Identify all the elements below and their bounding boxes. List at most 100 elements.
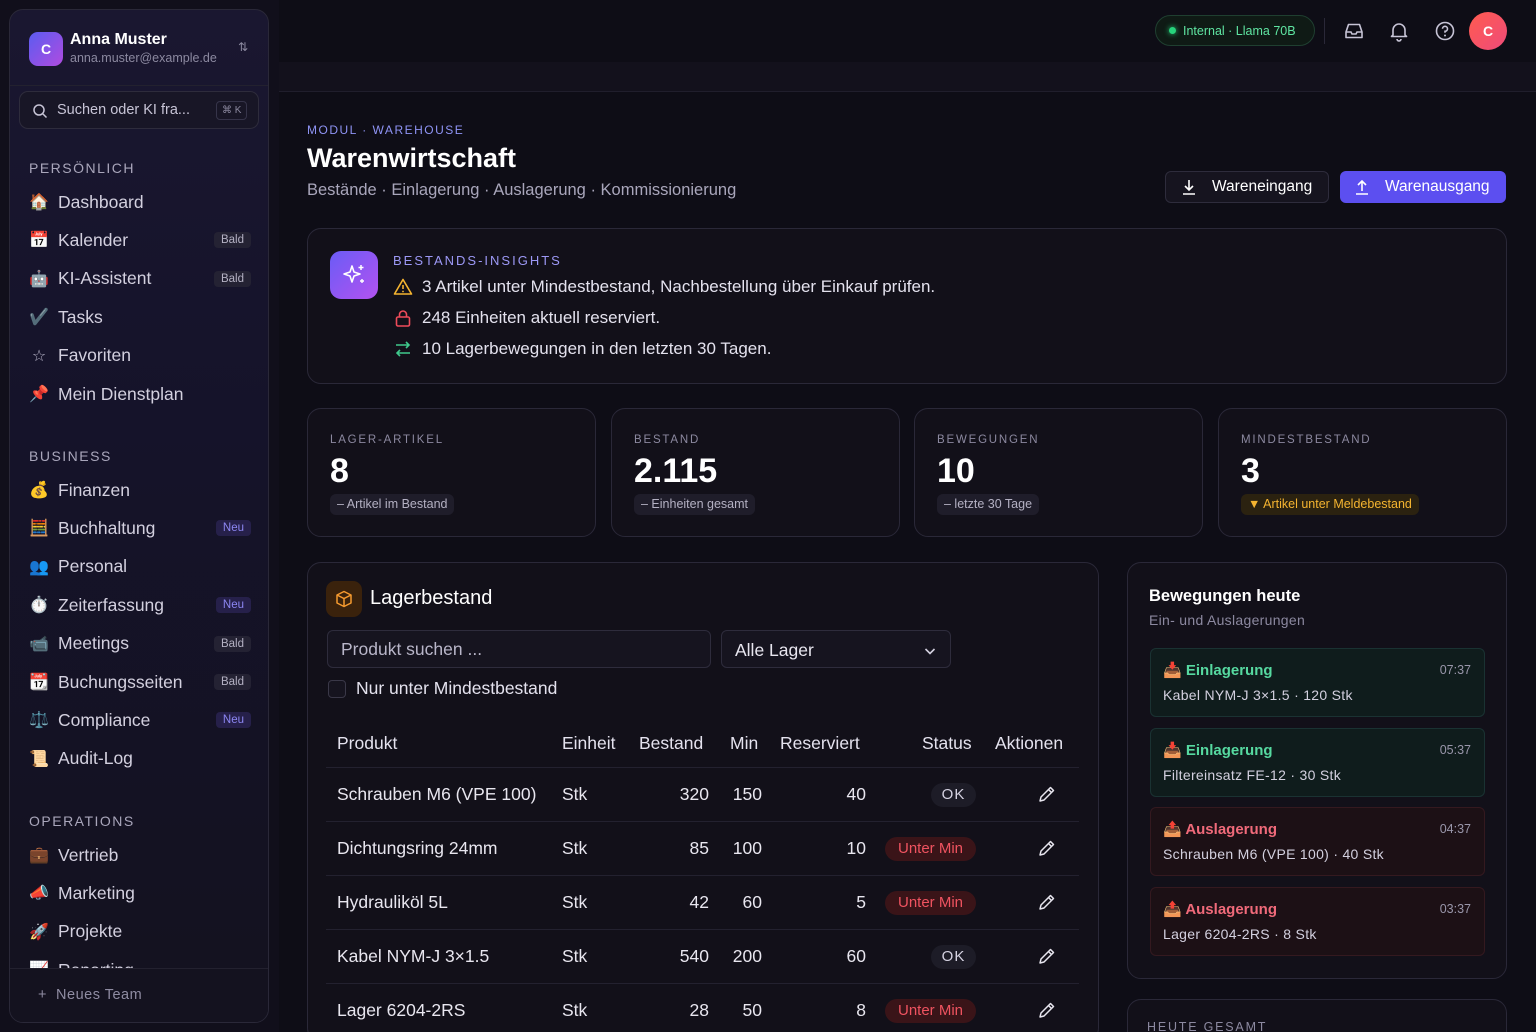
sidebar-item-label: Audit-Log <box>58 748 133 769</box>
col-bestand[interactable]: Bestand <box>639 733 704 753</box>
sidebar-item-business[interactable]: 💰 Finanzen <box>29 474 251 506</box>
sidebar-item-label: KI-Assistent <box>58 268 152 289</box>
movement-time: 05:37 <box>1439 742 1471 757</box>
sidebar-item-business[interactable]: 📹 Meetings Bald <box>29 628 251 660</box>
sidebar-item-business[interactable]: ⏱️ Zeiterfassung Neu <box>29 589 251 621</box>
stat-label: MINDESTBESTAND <box>1241 434 1372 446</box>
sidebar-item-badge: Neu <box>215 597 251 614</box>
sidebar-item-icon: 💰 <box>29 482 49 499</box>
sidebar-item-icon: 👥 <box>29 558 49 576</box>
table-cell-min: 50 <box>742 1000 762 1020</box>
warenausgang-button[interactable]: Warenausgang <box>1340 171 1506 203</box>
user-name: Anna Muster <box>70 31 167 48</box>
new-team-button[interactable]: + Neues Team <box>10 968 268 1022</box>
table-cell-min: 60 <box>742 892 762 912</box>
table-cell-produkt: Kabel NYM-J 3×1.5 <box>337 946 490 966</box>
insight-line: 3 Artikel unter Mindestbestand, Nachbest… <box>393 277 935 297</box>
movement-detail: Schrauben M6 (VPE 100) · 40 Stk <box>1163 846 1384 862</box>
edit-pencil-icon[interactable] <box>1037 892 1057 912</box>
lagerbestand-title: Lagerbestand <box>370 587 493 609</box>
table-row-divider <box>326 929 1079 930</box>
stat-badge-warning: ▼ Artikel unter Meldebestand <box>1241 494 1419 515</box>
sidebar-item-business[interactable]: 🧮 Buchhaltung Neu <box>29 512 251 544</box>
status-badge: OK <box>931 945 976 969</box>
sidebar-item-icon: 📜 <box>29 750 49 768</box>
user-avatar: C <box>29 32 63 66</box>
topbar-avatar[interactable]: C <box>1469 12 1507 50</box>
movement-item[interactable]: 📥 Einlagerung 07:37 Kabel NYM-J 3×1.5 · 12… <box>1150 648 1485 717</box>
table-cell-min: 100 <box>732 838 762 858</box>
search-icon <box>33 104 48 119</box>
wareneingang-button[interactable]: Wareneingang <box>1165 171 1329 203</box>
sidebar-item-business[interactable]: 👥 Personal <box>29 551 251 583</box>
section-operations: OPERATIONS <box>29 813 135 829</box>
table-cell-bestand: 28 <box>689 1000 709 1020</box>
sidebar-search[interactable]: Suchen oder KI fra... ⌘ K <box>19 91 259 129</box>
table-row-divider <box>326 767 1079 768</box>
model-pill[interactable]: Internal · Llama 70B <box>1155 15 1315 46</box>
edit-pencil-icon[interactable] <box>1037 1000 1057 1020</box>
col-status[interactable]: Status <box>922 733 972 753</box>
movement-icon: 📤 <box>1163 821 1182 838</box>
table-cell-min: 150 <box>732 784 762 804</box>
stat-value: 10 <box>937 452 975 490</box>
user-switcher[interactable]: C Anna Muster anna.muster@example.de ⇅ <box>10 10 268 86</box>
chevron-down-icon <box>924 648 936 655</box>
sidebar-item-operations[interactable]: 💼 Vertrieb <box>29 839 251 871</box>
product-search-input[interactable] <box>328 631 710 667</box>
movement-item[interactable]: 📤 Auslagerung 04:37 Schrauben M6 (VPE 100)… <box>1150 807 1485 876</box>
movement-type: 📥 Einlagerung <box>1163 661 1273 679</box>
inbox-icon[interactable] <box>1342 19 1366 43</box>
lager-select[interactable]: Alle Lager <box>721 630 951 668</box>
help-icon[interactable] <box>1433 19 1457 43</box>
col-reserviert[interactable]: Reserviert <box>780 733 860 753</box>
stat-label: BEWEGUNGEN <box>937 434 1040 446</box>
col-min[interactable]: Min <box>730 733 759 753</box>
movement-time: 04:37 <box>1439 822 1471 836</box>
col-produkt[interactable]: Produkt <box>337 733 398 753</box>
movement-item[interactable]: 📥 Einlagerung 05:37 Filtereinsatz FE-12 · … <box>1150 727 1485 797</box>
lock-icon <box>395 310 411 327</box>
stat-label: LAGER-ARTIKEL <box>330 434 444 446</box>
col-einheit[interactable]: Einheit <box>562 733 616 753</box>
movement-type-label: Einlagerung <box>1185 662 1273 679</box>
insights-card: BESTANDS-INSIGHTS 3 Artikel unter Mindes… <box>307 228 1507 384</box>
table-cell-reserviert: 10 <box>846 838 866 858</box>
sidebar-item-personal[interactable]: 📌 Mein Dienstplan <box>29 378 251 410</box>
sidebar-item-label: Meetings <box>58 633 130 654</box>
movement-item[interactable]: 📤 Auslagerung 03:37 Lager 6204-2RS · 8 Stk <box>1150 886 1485 956</box>
edit-pencil-icon[interactable] <box>1037 946 1057 966</box>
sidebar-item-business[interactable]: 📆 Buchungsseiten Bald <box>29 666 251 698</box>
sidebar-item-personal[interactable]: 📅 Kalender Bald <box>29 224 251 256</box>
sidebar-item-icon: 🧮 <box>29 520 49 538</box>
sidebar-item-personal[interactable]: ✔️ Tasks <box>29 301 251 333</box>
movements-panel: Bewegungen heute Ein- und Auslagerungen … <box>1127 562 1507 979</box>
sidebar-item-operations[interactable]: 📣 Marketing <box>29 877 251 909</box>
sidebar-item-personal[interactable]: 🏠 Dashboard <box>29 186 251 218</box>
sidebar-item-business[interactable]: ⚖️ Compliance Neu <box>29 704 251 736</box>
sidebar-item-personal[interactable]: 🤖 KI-Assistent Bald <box>29 263 251 295</box>
table-cell-reserviert: 60 <box>846 946 866 966</box>
sidebar-item-operations[interactable]: 🚀 Projekte <box>29 916 251 948</box>
product-search[interactable] <box>327 630 711 668</box>
sidebar-item-icon: 🏠 <box>29 194 49 211</box>
edit-pencil-icon[interactable] <box>1037 784 1057 804</box>
sidebar-item-personal[interactable]: ☆ Favoriten <box>29 340 251 372</box>
movement-detail: Lager 6204-2RS · 8 Stk <box>1163 925 1317 942</box>
sidebar-item-badge: Bald <box>213 674 251 690</box>
movement-type-label: Auslagerung <box>1185 900 1277 918</box>
min-filter-checkbox[interactable] <box>328 680 346 698</box>
table-cell-einheit: Stk <box>562 838 588 858</box>
sidebar-item-business[interactable]: 📜 Audit-Log <box>29 743 251 775</box>
sidebar-item-icon: 📹 <box>29 635 49 653</box>
movement-type-label: Auslagerung <box>1185 821 1277 838</box>
sidebar-item-icon: ⏱️ <box>29 597 49 615</box>
edit-pencil-icon[interactable] <box>1037 838 1057 858</box>
sidebar: C Anna Muster anna.muster@example.de ⇅ S… <box>0 0 279 1032</box>
sidebar-item-icon: 🤖 <box>29 270 49 288</box>
movement-icon: 📤 <box>1163 900 1182 918</box>
bell-icon[interactable] <box>1387 19 1411 43</box>
switch-account-icon[interactable]: ⇅ <box>238 40 249 54</box>
sidebar-item-label: Projekte <box>58 921 123 942</box>
new-team-text: Neues Team <box>56 987 143 1003</box>
